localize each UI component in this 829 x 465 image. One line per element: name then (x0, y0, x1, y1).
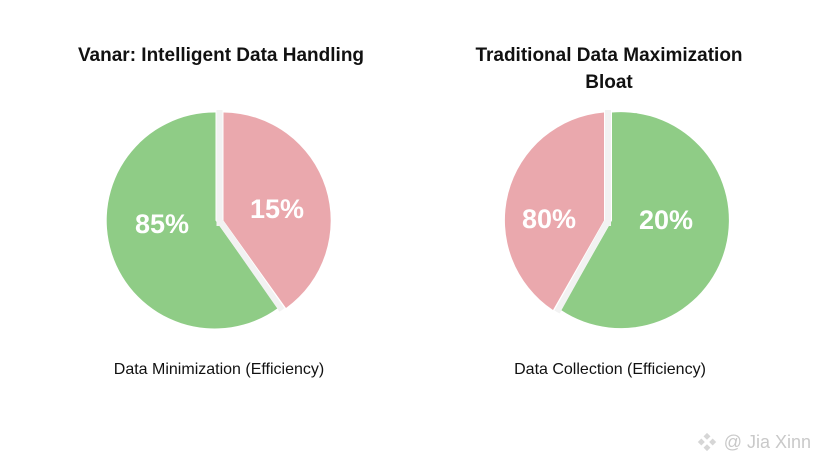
right-chart: Traditional Data Maximization Bloat 80% 2… (475, 45, 742, 378)
left-chart: Vanar: Intelligent Data Handling 85% 15%… (78, 45, 364, 378)
left-chart-caption: Data Minimization (Efficiency) (114, 361, 324, 378)
left-pie-slice-overhead (223, 112, 331, 308)
binance-logo-icon (697, 432, 716, 452)
left-pie-slice-minimization (106, 112, 279, 329)
left-pie-label-85: 85% (135, 209, 189, 239)
right-pie-slice-collection (504, 112, 604, 310)
right-pie-slice-efficient (561, 112, 729, 329)
right-chart-caption: Data Collection (Efficiency) (514, 361, 706, 378)
left-chart-title: Vanar: Intelligent Data Handling (78, 45, 364, 66)
watermark-text: @ Jia Xinn (723, 431, 811, 452)
watermark: @ Jia Xinn (696, 431, 811, 453)
right-pie-divider-diagonal (554, 219, 611, 314)
right-chart-title: Traditional Data Maximization Bloat (475, 45, 742, 93)
right-pie-label-80: 80% (522, 204, 576, 234)
left-pie-label-15: 15% (250, 194, 304, 224)
left-pie-divider-diagonal (217, 218, 285, 312)
right-pie-label-20: 20% (639, 205, 693, 235)
